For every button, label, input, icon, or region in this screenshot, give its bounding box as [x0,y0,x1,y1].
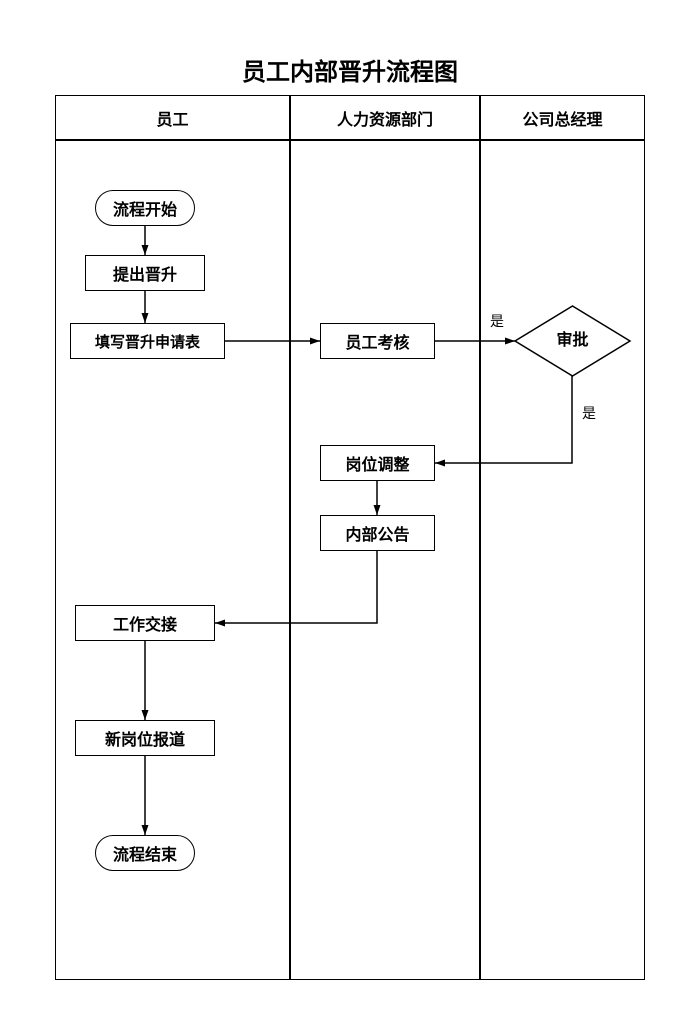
node-end: 流程结束 [95,835,195,871]
node-report: 新岗位报道 [75,720,215,756]
lane-header-gm: 公司总经理 [480,95,645,140]
chart-title: 员工内部晋升流程图 [0,52,700,87]
node-assess: 员工考核 [320,323,435,359]
lane-header-employee: 员工 [55,95,290,140]
node-adjust: 岗位调整 [320,445,435,481]
swimlane-flowchart: 员工内部晋升流程图 员工 人力资源部门 公司总经理 流程开始 提出晋升 填写晋升… [0,0,700,1030]
node-propose: 提出晋升 [85,255,205,291]
node-handover: 工作交接 [75,605,215,641]
lane-body-hr [290,140,480,980]
node-start: 流程开始 [95,190,195,226]
node-notice: 内部公告 [320,515,435,551]
node-form: 填写晋升申请表 [70,323,225,359]
lane-header-hr: 人力资源部门 [290,95,480,140]
lane-body-gm [480,140,645,980]
